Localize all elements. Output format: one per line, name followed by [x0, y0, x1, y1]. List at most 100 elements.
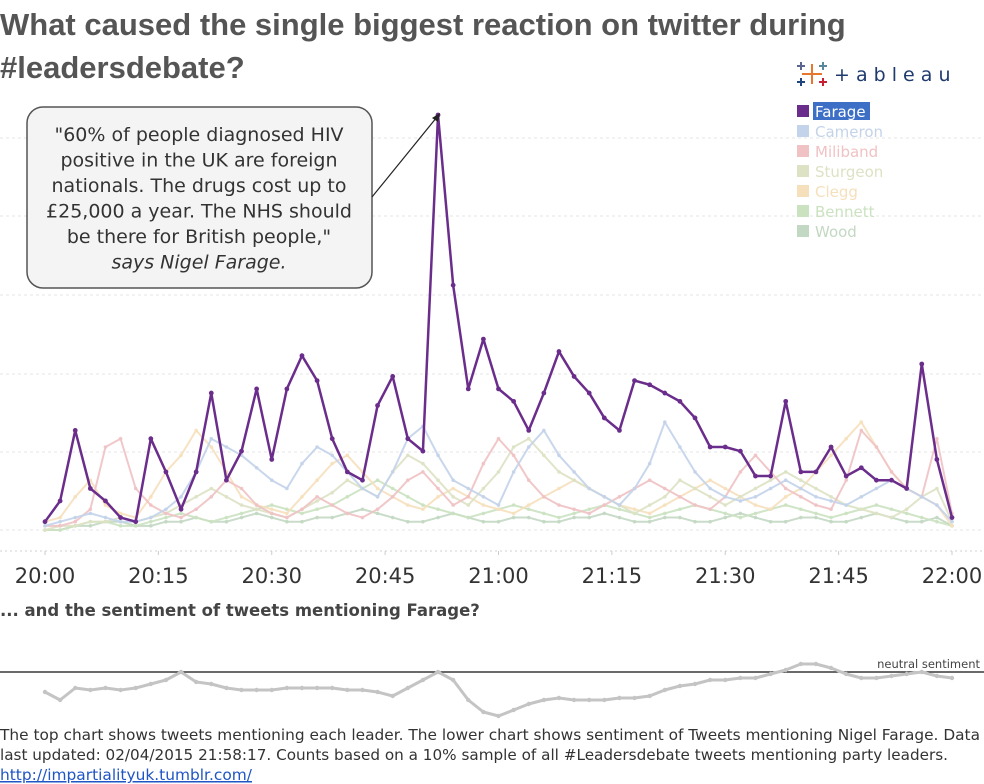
x-tick-label: 21:30 — [695, 564, 756, 588]
point — [557, 453, 561, 458]
point — [194, 428, 198, 433]
point — [269, 457, 275, 462]
point — [768, 486, 773, 491]
point — [179, 515, 183, 520]
point — [738, 499, 743, 503]
point — [163, 469, 169, 475]
point — [421, 507, 425, 512]
point — [285, 511, 289, 516]
point — [798, 661, 804, 667]
point — [934, 673, 940, 679]
point — [149, 519, 153, 524]
point — [814, 511, 818, 516]
point — [330, 453, 335, 458]
point — [753, 453, 758, 458]
point — [844, 511, 848, 516]
point — [103, 445, 108, 449]
point — [375, 478, 380, 483]
x-tick-label: 22:00 — [922, 564, 983, 588]
point — [526, 701, 531, 707]
point — [118, 511, 123, 516]
point — [843, 671, 849, 677]
point — [345, 511, 350, 516]
point — [541, 697, 547, 703]
point — [254, 386, 260, 392]
point — [73, 685, 78, 691]
point — [935, 486, 939, 491]
point — [829, 453, 833, 458]
point — [149, 515, 153, 520]
point — [844, 503, 848, 507]
point — [148, 436, 154, 442]
point — [859, 420, 864, 424]
point — [496, 519, 501, 524]
point — [360, 515, 365, 520]
point — [42, 519, 48, 525]
point — [360, 687, 365, 693]
point — [692, 681, 698, 687]
legend: Farage Cameron Miliband Sturgeon Clegg Bennet… — [797, 102, 883, 241]
point — [239, 687, 244, 693]
point — [421, 519, 425, 524]
point — [783, 486, 788, 491]
callout-line: £25,000 a year. The NHS should — [46, 201, 352, 223]
point — [814, 515, 818, 520]
point — [843, 473, 849, 479]
point — [390, 495, 395, 499]
point — [662, 687, 667, 693]
point — [103, 515, 108, 520]
point — [738, 675, 743, 681]
point — [541, 390, 547, 396]
callout-line: be there for British people," — [67, 226, 331, 248]
point — [375, 495, 380, 499]
footer-link[interactable]: http://impartialityuk.tumblr.com/ — [0, 766, 253, 784]
legend-swatch — [797, 145, 809, 157]
point — [314, 685, 320, 691]
point — [406, 453, 410, 458]
point — [164, 515, 168, 520]
point — [406, 495, 410, 499]
point — [602, 697, 607, 703]
point — [738, 470, 743, 474]
point — [647, 515, 652, 520]
point — [935, 515, 939, 520]
point — [466, 503, 471, 507]
point — [450, 677, 456, 683]
point — [315, 507, 319, 512]
point — [708, 507, 712, 512]
point — [601, 415, 607, 421]
point — [118, 519, 123, 524]
x-axis: 20:00 20:15 20:30 20:45 21:00 21:15 21:30 21:45… — [15, 551, 983, 588]
point — [844, 478, 848, 483]
point — [224, 495, 229, 499]
point — [73, 524, 78, 528]
point — [451, 495, 455, 499]
point — [405, 685, 410, 691]
point — [481, 511, 486, 516]
point — [904, 511, 909, 516]
point — [723, 677, 728, 683]
point — [572, 507, 576, 512]
point — [58, 528, 62, 532]
legend-swatch — [797, 125, 809, 137]
point — [58, 519, 62, 524]
point — [904, 519, 909, 524]
point — [118, 436, 123, 441]
neutral-label: neutral sentiment — [877, 657, 980, 671]
point — [421, 470, 425, 474]
point — [103, 498, 108, 504]
point — [587, 511, 591, 516]
point — [738, 495, 743, 499]
x-tick-label: 20:00 — [15, 564, 76, 588]
point — [360, 477, 365, 483]
point — [768, 507, 773, 512]
point — [753, 473, 758, 479]
point — [466, 697, 471, 703]
point — [375, 511, 380, 516]
point — [753, 675, 758, 681]
point — [692, 415, 698, 421]
point — [526, 515, 531, 520]
point — [58, 524, 62, 528]
point — [118, 687, 123, 693]
point — [420, 677, 426, 683]
